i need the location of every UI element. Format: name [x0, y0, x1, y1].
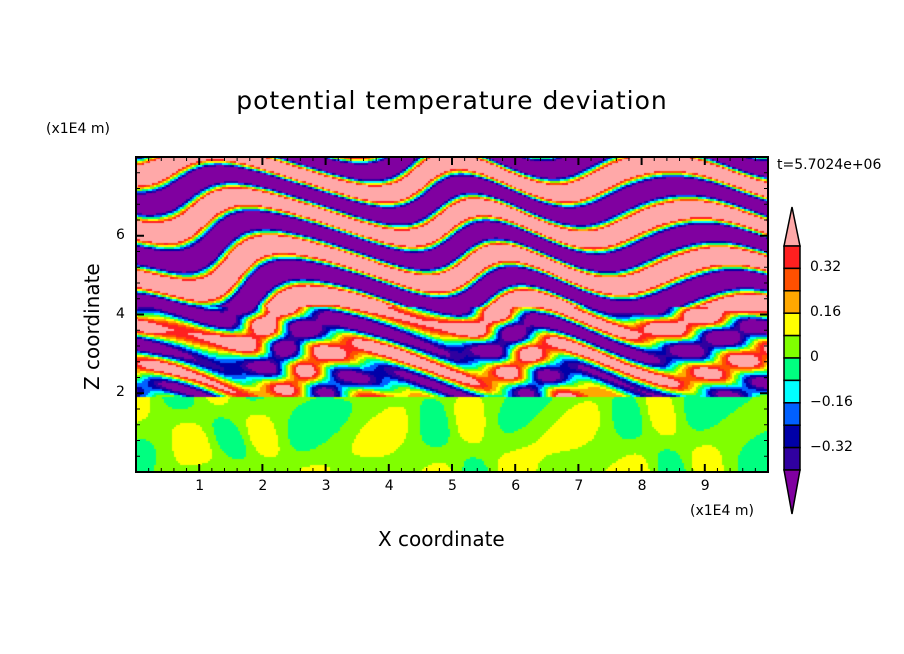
colorbar-box — [783, 290, 801, 314]
y-unit-label: (x1E4 m) — [46, 121, 110, 137]
colorbar-label: 0.32 — [810, 259, 842, 276]
colorbar-box — [783, 379, 801, 404]
colorbar-box — [783, 446, 801, 471]
x-tick-label: 1 — [195, 478, 205, 494]
x-tick-label: 4 — [384, 478, 394, 494]
x-tick-label: 7 — [574, 478, 584, 494]
x-tick-label: 5 — [448, 478, 457, 494]
colorbar-under-triangle — [783, 469, 801, 515]
colorbar-box — [783, 245, 801, 270]
x-tick-label: 6 — [511, 478, 521, 494]
x-tick-label: 9 — [700, 478, 710, 494]
colorbar-box — [783, 424, 801, 449]
y-tick-label: 2 — [116, 384, 125, 401]
x-tick-label: 3 — [321, 478, 331, 494]
colorbar-label: −0.32 — [810, 438, 853, 455]
x-axis-label: X coordinate — [378, 527, 505, 551]
chart-title: potential temperature deviation — [236, 86, 668, 115]
x-tick-label: 2 — [258, 478, 268, 494]
x-tick-label: 8 — [637, 478, 647, 494]
colorbar-label: 0.16 — [810, 304, 842, 321]
y-tick-label: 4 — [116, 305, 125, 322]
y-tick-label: 6 — [116, 226, 125, 243]
plot-border — [135, 156, 769, 473]
colorbar-box — [783, 334, 801, 359]
colorbar-box — [783, 357, 801, 382]
colorbar-box — [783, 402, 801, 426]
colorbar-label: 0 — [810, 349, 819, 365]
colorbar-box — [783, 267, 801, 292]
colorbar-over-triangle — [783, 206, 801, 247]
colorbar-box — [783, 312, 801, 337]
time-label: t=5.7024e+06 — [777, 157, 882, 173]
x-unit-label: (x1E4 m) — [690, 503, 754, 519]
colorbar-label: −0.16 — [810, 393, 853, 410]
contour-field — [136, 157, 768, 472]
